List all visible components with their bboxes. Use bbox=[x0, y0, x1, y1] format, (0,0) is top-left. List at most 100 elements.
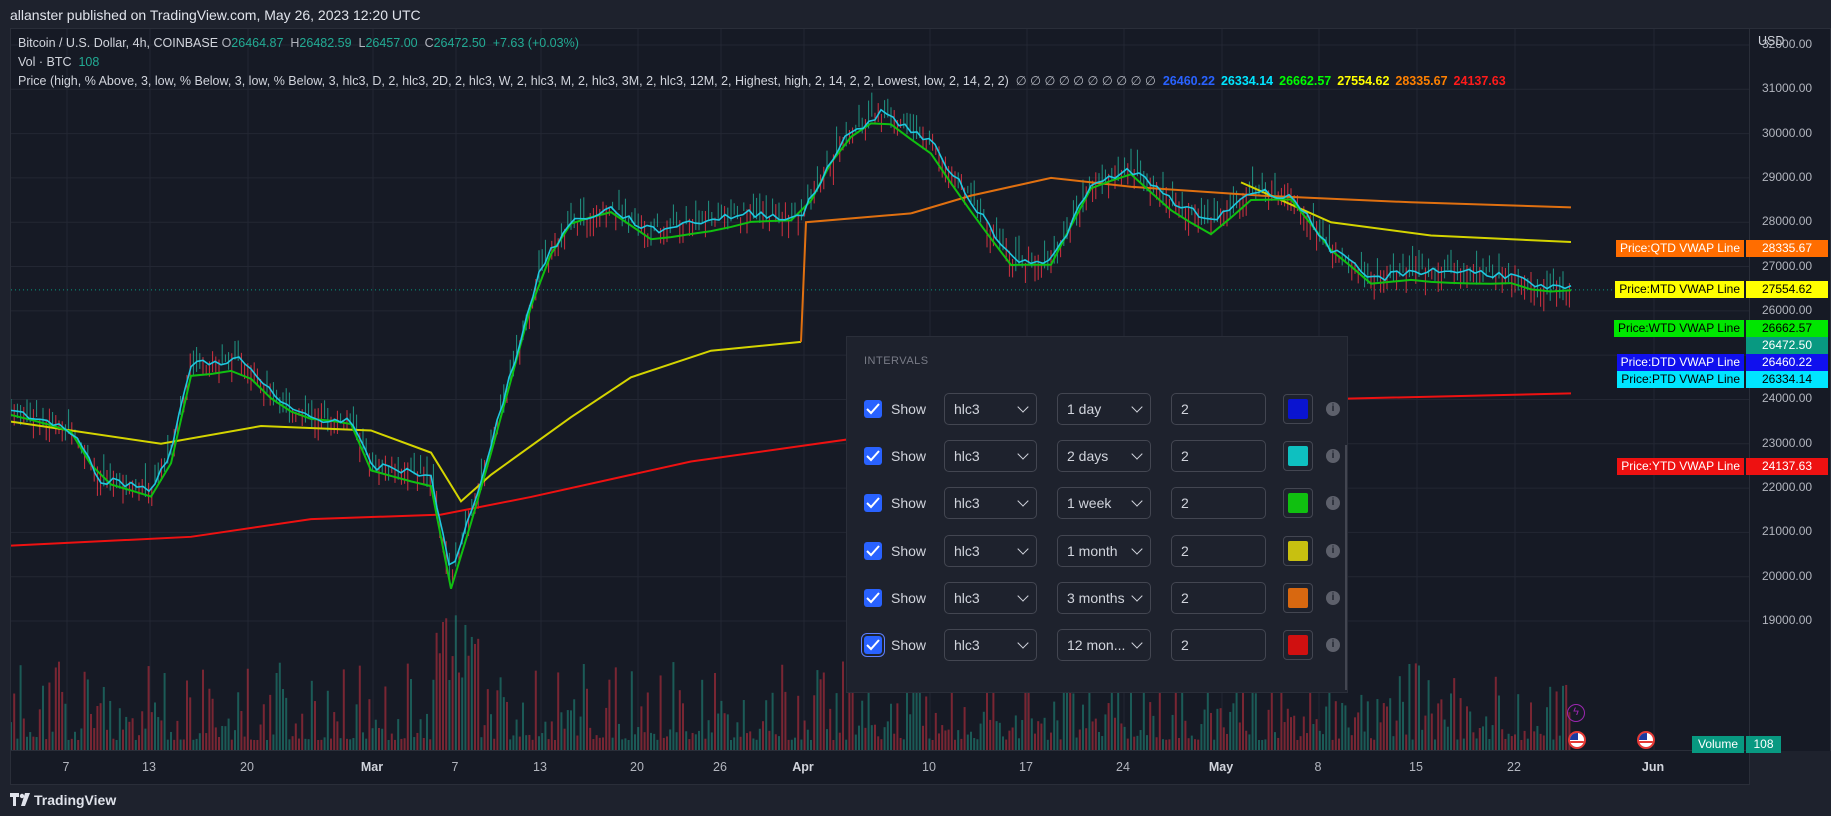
color-swatch[interactable] bbox=[1283, 488, 1313, 519]
time-tick: 26 bbox=[713, 760, 727, 774]
color-swatch[interactable] bbox=[1283, 582, 1313, 613]
time-tick: 7 bbox=[62, 760, 70, 774]
chevron-down-icon bbox=[1131, 637, 1143, 649]
interval-row: Show hlc3 1 week 2 i bbox=[864, 487, 1340, 520]
price-tick: 28000.00 bbox=[1762, 214, 1813, 229]
info-icon[interactable]: i bbox=[1326, 543, 1340, 558]
price-chart bbox=[11, 29, 1749, 750]
source-select[interactable]: hlc3 bbox=[944, 393, 1037, 425]
indicator-value: 26334.14 bbox=[1220, 74, 1274, 88]
length-input[interactable]: 2 bbox=[1171, 487, 1266, 520]
timeframe-select[interactable]: 3 months bbox=[1057, 581, 1151, 614]
indicator-values: 26460.22 26334.14 26662.57 27554.62 28335.67… bbox=[1163, 74, 1512, 88]
volume-legend-label[interactable]: Vol · BTC bbox=[18, 55, 72, 69]
lightning-icon[interactable]: ϟ bbox=[1567, 704, 1585, 722]
vwap-line-label: Price:WTD VWAP Line bbox=[1613, 320, 1744, 337]
indicator-title[interactable]: Price (high, % Above, 3, low, % Below, 3… bbox=[18, 74, 1009, 88]
show-checkbox[interactable] bbox=[864, 447, 882, 466]
interval-row: Show hlc3 1 month 2 i bbox=[864, 534, 1340, 567]
checkmark-icon bbox=[866, 592, 880, 604]
timeframe-select[interactable]: 1 month bbox=[1057, 534, 1151, 567]
close-label: C bbox=[424, 36, 434, 50]
info-icon[interactable]: i bbox=[1326, 590, 1340, 605]
timeframe-select[interactable]: 1 week bbox=[1057, 487, 1151, 520]
show-label: Show bbox=[891, 637, 927, 653]
panel-scrollbar[interactable] bbox=[1345, 445, 1347, 690]
timeframe-select[interactable]: 1 day bbox=[1057, 393, 1151, 425]
vwap-line-label: Price:PTD VWAP Line bbox=[1617, 371, 1744, 388]
chevron-down-icon bbox=[1017, 495, 1029, 508]
color-swatch[interactable] bbox=[1283, 630, 1313, 660]
checkmark-icon bbox=[866, 544, 880, 557]
show-checkbox[interactable] bbox=[864, 400, 882, 418]
color-swatch[interactable] bbox=[1283, 535, 1313, 566]
show-checkbox[interactable] bbox=[864, 636, 882, 654]
publisher-header: allanster published on TradingView.com, … bbox=[0, 0, 1831, 28]
checkmark-icon bbox=[866, 403, 880, 415]
intervals-panel: INTERVALS Show hlc3 1 day 2 i Show hlc3 2 days 2… bbox=[847, 337, 1347, 692]
show-checkbox[interactable] bbox=[864, 494, 882, 513]
info-icon[interactable]: i bbox=[1326, 449, 1340, 464]
info-icon[interactable]: i bbox=[1326, 402, 1340, 416]
volume-value-tag: 108 bbox=[1746, 736, 1781, 753]
time-tick: 15 bbox=[1409, 760, 1423, 774]
interval-row: Show hlc3 2 days 2 i bbox=[864, 440, 1340, 473]
show-checkbox[interactable] bbox=[864, 588, 882, 607]
timeframe-value: 1 day bbox=[1067, 401, 1102, 417]
info-icon[interactable]: i bbox=[1326, 638, 1340, 652]
time-axis[interactable] bbox=[10, 751, 1750, 785]
tradingview-logo-icon bbox=[10, 793, 30, 806]
chevron-down-icon bbox=[1131, 542, 1143, 555]
close-value: 26472.50 bbox=[433, 36, 486, 50]
us-flag-icon[interactable] bbox=[1568, 731, 1586, 749]
open-value: 26464.87 bbox=[231, 36, 284, 50]
footer-brand[interactable]: TradingView bbox=[34, 792, 117, 808]
time-tick: 20 bbox=[240, 760, 254, 774]
timeframe-select[interactable]: 2 days bbox=[1057, 440, 1151, 473]
time-tick: 13 bbox=[142, 760, 156, 774]
price-value-tag: 26472.50 bbox=[1746, 337, 1828, 354]
length-input[interactable]: 2 bbox=[1171, 629, 1266, 661]
time-tick: 17 bbox=[1019, 760, 1033, 774]
price-tick: 24000.00 bbox=[1762, 391, 1813, 406]
show-checkbox[interactable] bbox=[864, 541, 882, 560]
currency-label[interactable]: USD bbox=[1758, 34, 1785, 48]
time-tick: 22 bbox=[1507, 760, 1521, 774]
chevron-down-icon bbox=[1131, 590, 1143, 602]
source-select[interactable]: hlc3 bbox=[944, 440, 1037, 473]
length-input[interactable]: 2 bbox=[1171, 581, 1266, 614]
vwap-line-label: Price:MTD VWAP Line bbox=[1615, 281, 1744, 298]
volume-legend-value: 108 bbox=[78, 55, 100, 69]
price-value-tag: 26334.14 bbox=[1746, 371, 1828, 388]
color-swatch[interactable] bbox=[1283, 441, 1313, 472]
color-swatch[interactable] bbox=[1283, 394, 1313, 424]
info-icon[interactable]: i bbox=[1326, 496, 1340, 511]
source-value: hlc3 bbox=[954, 542, 980, 559]
length-input[interactable]: 2 bbox=[1171, 440, 1266, 473]
source-value: hlc3 bbox=[954, 589, 980, 606]
us-flag-icon[interactable] bbox=[1637, 731, 1655, 749]
length-input[interactable]: 2 bbox=[1171, 534, 1266, 567]
timeframe-value: 12 mon... bbox=[1067, 637, 1126, 653]
price-tick: 32000.00 bbox=[1762, 37, 1813, 51]
footer: TradingView bbox=[0, 785, 1831, 816]
price-axis[interactable]: USD bbox=[1750, 28, 1831, 751]
show-label: Show bbox=[891, 448, 927, 465]
timeframe-select[interactable]: 12 mon... bbox=[1057, 629, 1151, 661]
source-select[interactable]: hlc3 bbox=[944, 581, 1037, 614]
source-value: hlc3 bbox=[954, 637, 980, 653]
source-select[interactable]: hlc3 bbox=[944, 534, 1037, 567]
chevron-down-icon bbox=[1131, 448, 1143, 460]
indicator-value: 26662.57 bbox=[1279, 74, 1332, 88]
price-tick: 21000.00 bbox=[1762, 524, 1813, 539]
chevron-down-icon bbox=[1017, 448, 1029, 460]
source-select[interactable]: hlc3 bbox=[944, 629, 1037, 661]
color-fill bbox=[1288, 587, 1308, 608]
source-select[interactable]: hlc3 bbox=[944, 487, 1037, 520]
length-input[interactable]: 2 bbox=[1171, 393, 1266, 425]
symbol-title[interactable]: Bitcoin / U.S. Dollar, 4h, COINBASE bbox=[18, 36, 219, 50]
price-tick: 29000.00 bbox=[1762, 169, 1813, 184]
color-fill bbox=[1288, 446, 1308, 467]
time-tick: 10 bbox=[922, 760, 936, 774]
timeframe-value: 1 week bbox=[1067, 495, 1112, 512]
